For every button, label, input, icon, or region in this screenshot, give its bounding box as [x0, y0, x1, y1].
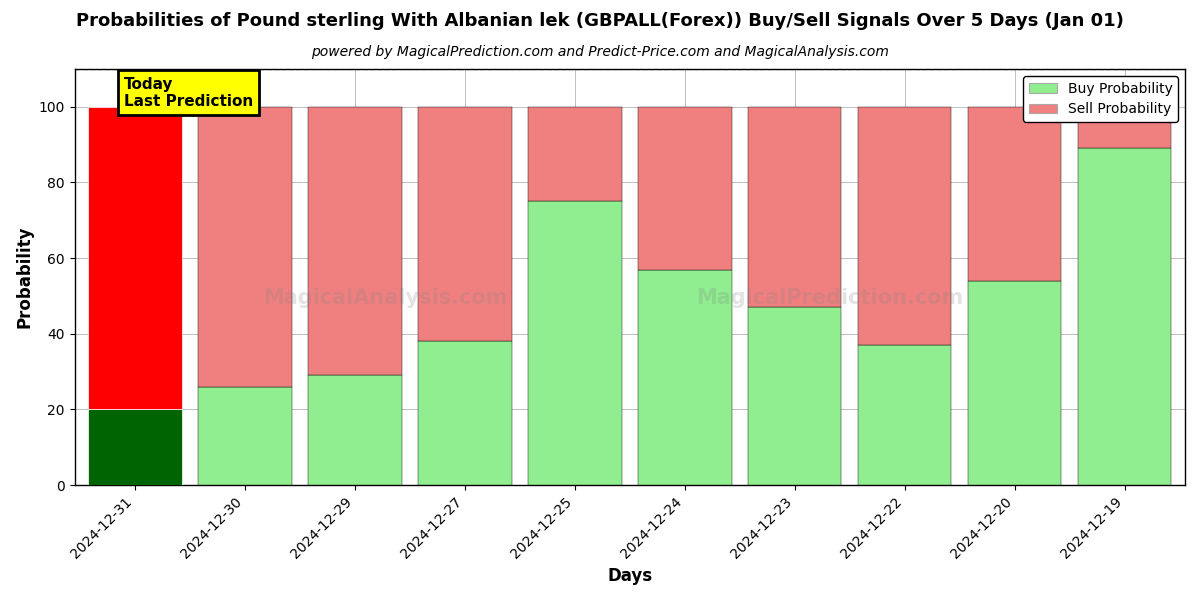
Bar — [308, 107, 402, 376]
Legend: Buy Probability, Sell Probability: Buy Probability, Sell Probability — [1024, 76, 1178, 122]
Bar — [528, 107, 622, 202]
Bar — [968, 107, 1061, 281]
Text: powered by MagicalPrediction.com and Predict-Price.com and MagicalAnalysis.com: powered by MagicalPrediction.com and Pre… — [311, 45, 889, 59]
Text: Probabilities of Pound sterling With Albanian lek (GBPALL(Forex)) Buy/Sell Signa: Probabilities of Pound sterling With Alb… — [76, 12, 1124, 30]
Bar — [638, 107, 732, 269]
X-axis label: Days: Days — [607, 567, 653, 585]
Bar — [419, 107, 511, 341]
Bar — [198, 107, 292, 387]
Y-axis label: Probability: Probability — [16, 226, 34, 328]
Bar — [858, 345, 952, 485]
Text: MagicalAnalysis.com: MagicalAnalysis.com — [263, 288, 508, 308]
Bar — [528, 202, 622, 485]
Bar — [1078, 148, 1171, 485]
Bar — [748, 307, 841, 485]
Bar — [748, 107, 841, 307]
Text: Today
Last Prediction: Today Last Prediction — [124, 77, 253, 109]
Bar — [968, 281, 1061, 485]
Bar — [198, 387, 292, 485]
Bar — [858, 107, 952, 345]
Text: MagicalPrediction.com: MagicalPrediction.com — [696, 288, 964, 308]
Bar — [89, 409, 182, 485]
Bar — [1078, 107, 1171, 148]
Bar — [419, 341, 511, 485]
Bar — [308, 376, 402, 485]
Bar — [638, 269, 732, 485]
Bar — [89, 107, 182, 409]
